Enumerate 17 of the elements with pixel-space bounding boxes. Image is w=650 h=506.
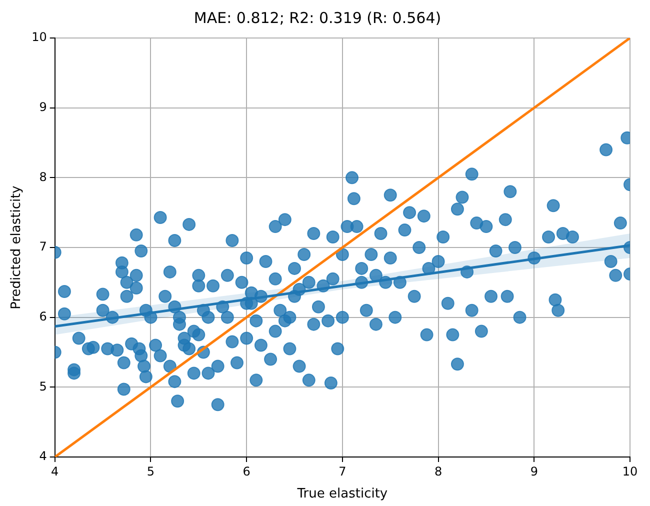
x-tick-label: 8 — [434, 464, 442, 478]
x-tick-label: 6 — [242, 464, 250, 478]
x-tick-label: 10 — [622, 464, 638, 478]
chart-title: MAE: 0.812; R2: 0.319 (R: 0.564) — [194, 8, 442, 27]
y-tick-label: 10 — [32, 30, 47, 44]
x-tick-label: 4 — [51, 464, 59, 478]
x-axis-title: True elasticity — [296, 486, 388, 502]
y-tick-label: 6 — [39, 309, 47, 324]
x-tick-label: 9 — [530, 464, 538, 478]
y-tick-label: 5 — [39, 379, 47, 394]
x-tick-label: 7 — [338, 464, 346, 478]
y-axis-title: Predicted elasticity — [9, 185, 24, 310]
y-tick-label: 7 — [39, 240, 47, 254]
y-tick-label: 9 — [39, 100, 47, 114]
y-tick-label: 4 — [39, 449, 47, 464]
y-tick-label: 8 — [39, 170, 47, 184]
x-tick-label: 5 — [146, 464, 155, 478]
